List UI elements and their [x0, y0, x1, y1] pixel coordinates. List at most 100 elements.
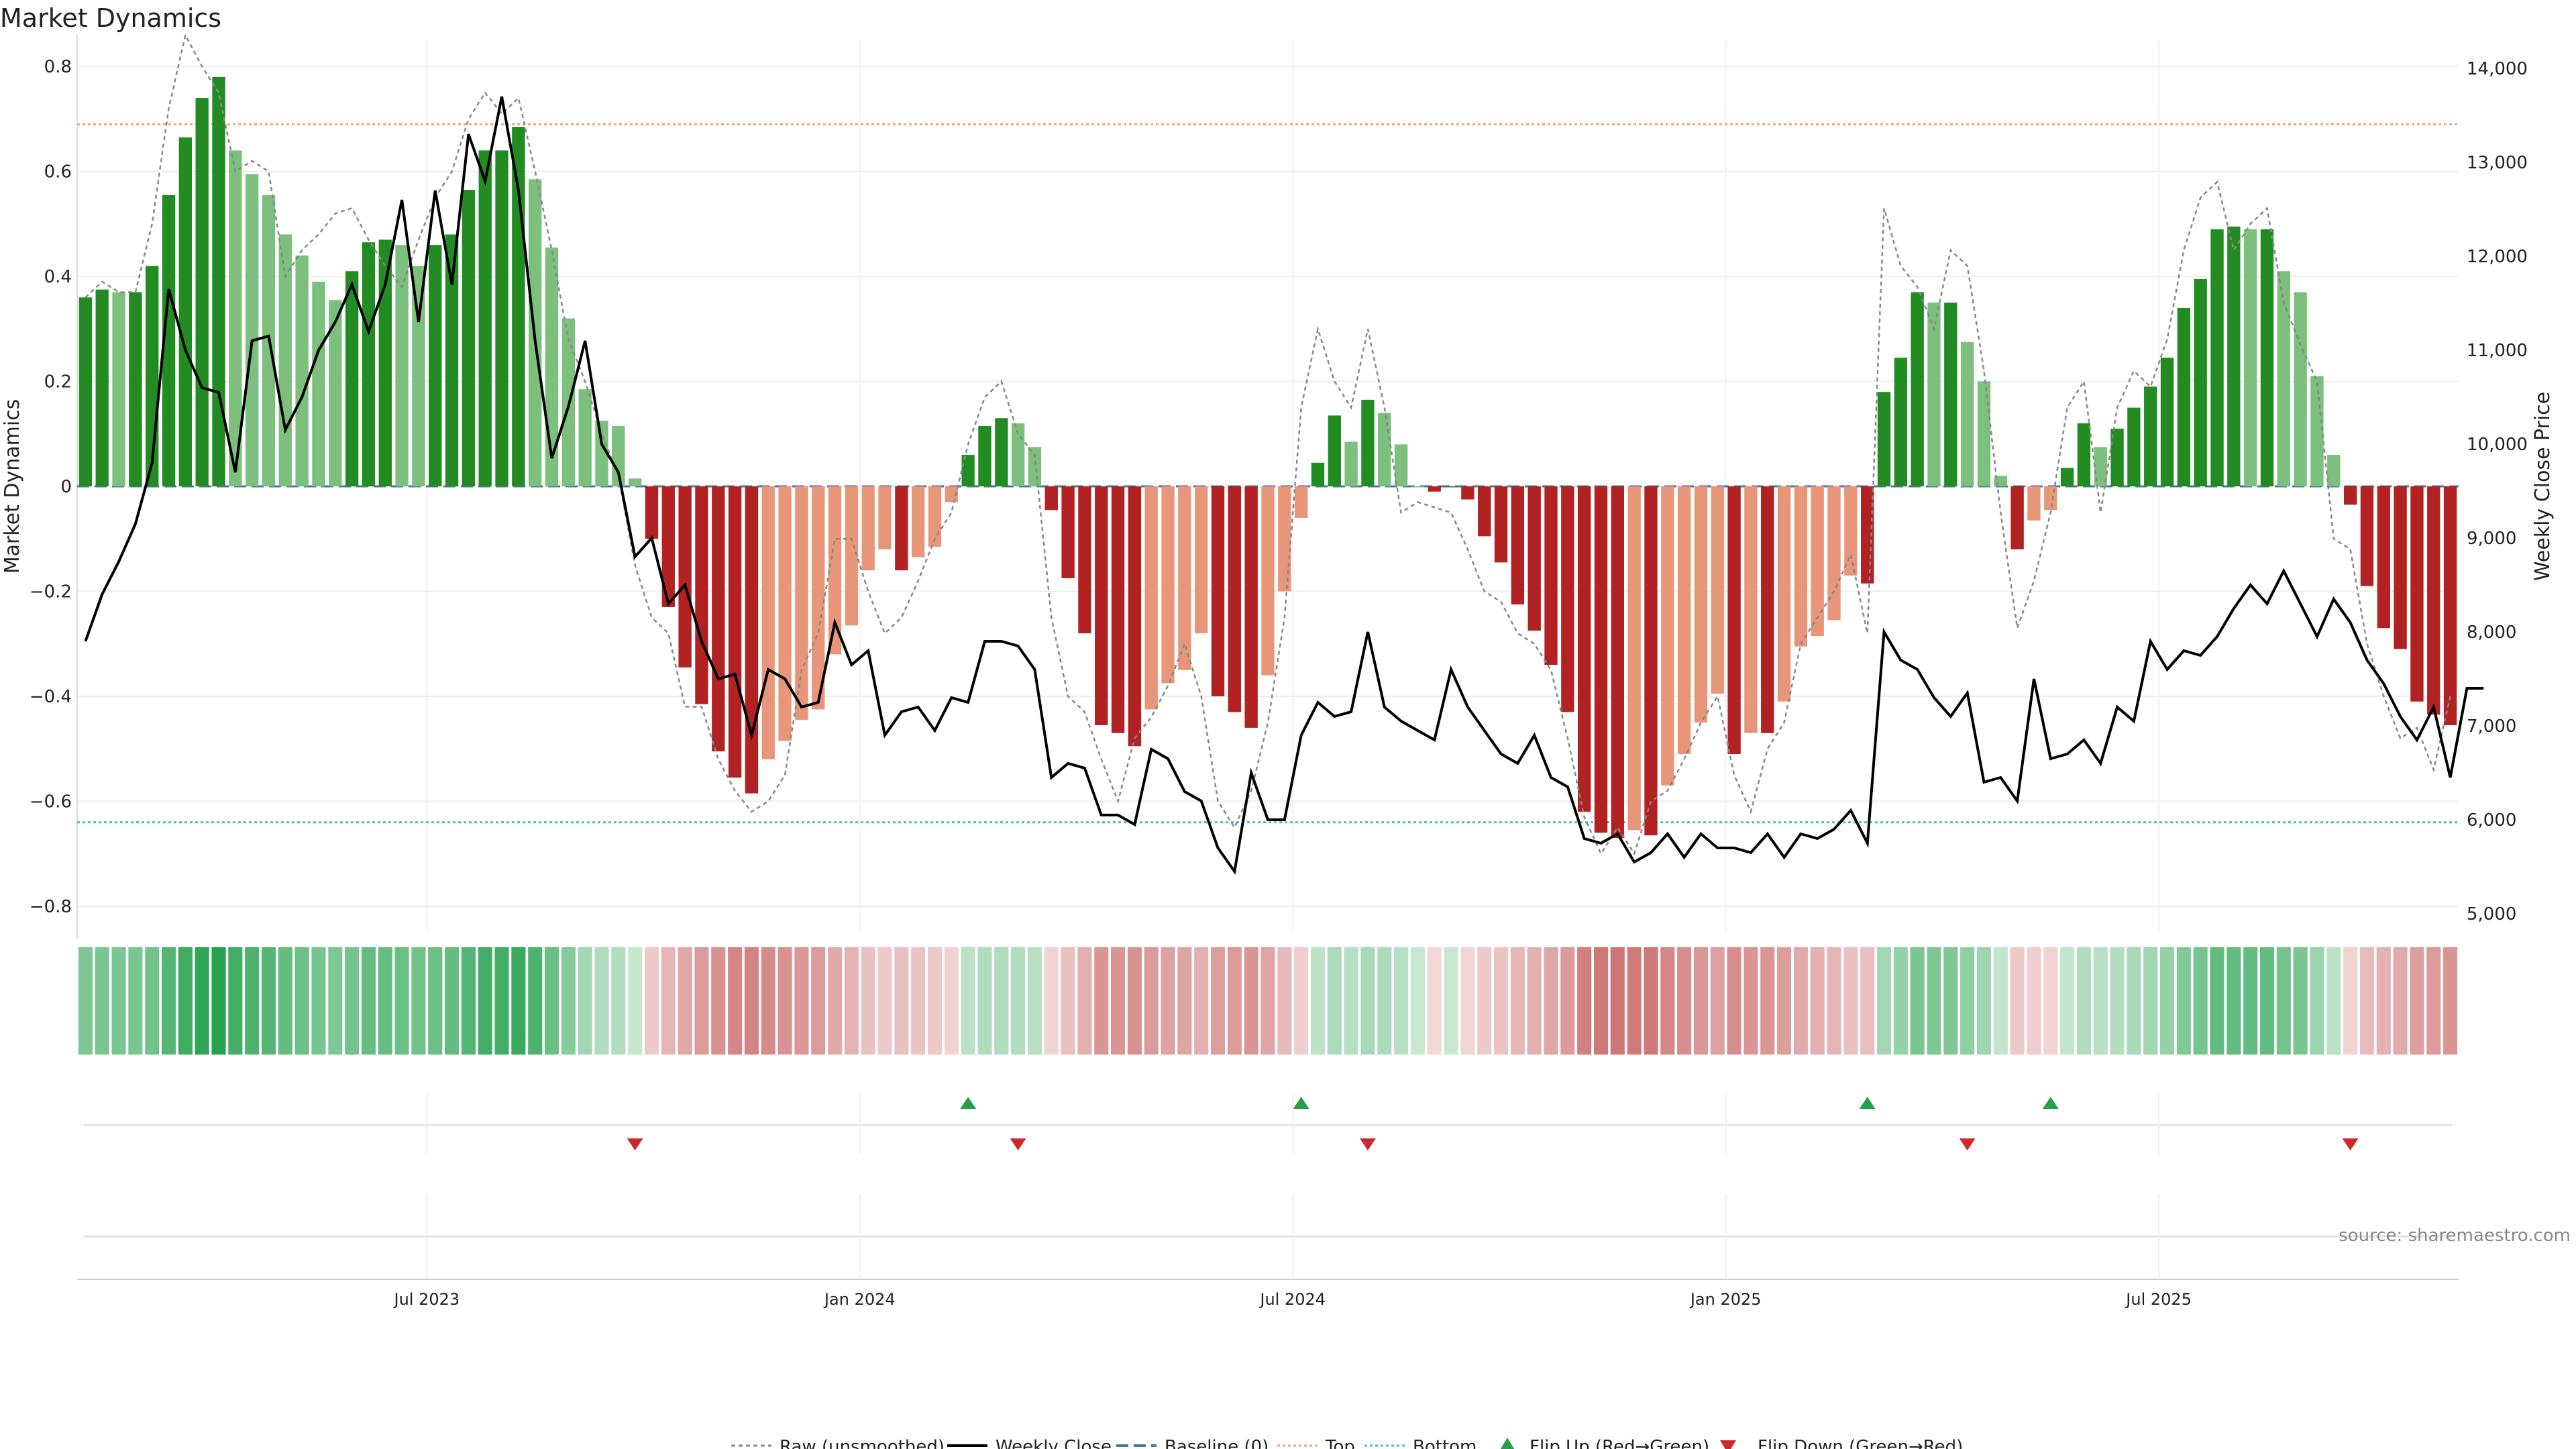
flip-up-marker [1293, 1097, 1309, 1109]
dynamics-bar [362, 242, 376, 486]
heatmap-cell [428, 947, 443, 1055]
dynamics-bar [2127, 407, 2141, 486]
heatmap-cell [994, 947, 1009, 1055]
heatmap-cell [544, 947, 559, 1055]
heatmap-cell [1494, 947, 1509, 1055]
heatmap-cell [228, 947, 243, 1055]
dynamics-bar [1461, 486, 1474, 500]
heatmap-cell [1976, 947, 1992, 1055]
heatmap-cell [2060, 947, 2075, 1055]
dynamics-bar [1694, 486, 1708, 723]
dynamics-bar [245, 174, 259, 486]
heatmap-cell [2243, 947, 2258, 1055]
dynamics-bar [1211, 486, 1225, 696]
flip-down-marker [2342, 1138, 2359, 1150]
x-axis-ticks: Jul 2023 Jan 2024 Jul 2024 Jan 2025 Jul 2025 [392, 1290, 2191, 1309]
heatmap-cell [1394, 947, 1409, 1055]
legend-flip-down-swatch [1720, 1440, 1736, 1449]
dynamics-bar [2443, 486, 2457, 725]
heatmap-cell [1876, 947, 1892, 1055]
dynamics-bar [1128, 486, 1142, 747]
dynamics-bar [1444, 486, 1458, 488]
heatmap-cell [1210, 947, 1226, 1055]
dynamics-bar [1911, 292, 1924, 486]
heatmap-cell [1161, 947, 1175, 1055]
heatmap-cell [361, 947, 376, 1055]
legend-top-label: Top [1325, 1437, 1355, 1449]
chart-title: Market Dynamics [0, 3, 221, 33]
x-tick-label: Jul 2024 [1258, 1290, 1326, 1309]
dynamics-bar [1727, 486, 1741, 754]
heatmap-cell [661, 947, 676, 1055]
flip-up-marker [960, 1097, 977, 1109]
heatmap-cell [1377, 947, 1392, 1055]
heatmap-cell [1310, 947, 1326, 1055]
heatmap-cell [2376, 947, 2391, 1055]
heatmap-cell [1344, 947, 1358, 1055]
heatmap-cell [2259, 947, 2275, 1055]
heatmap-cell [2326, 947, 2341, 1055]
heatmap-cell [1460, 947, 1475, 1055]
dynamics-bar [1278, 486, 1291, 592]
dynamics-bar [1644, 486, 1658, 836]
dynamics-bar [828, 486, 842, 655]
dynamics-bar [512, 127, 525, 486]
dynamics-bar [178, 137, 193, 486]
dynamics-bar [1361, 399, 1375, 486]
dynamics-bar [761, 486, 775, 759]
dynamics-bar [595, 421, 608, 486]
heatmap-cell [494, 947, 509, 1055]
dynamics-bar [1394, 444, 1408, 486]
weekly-close-line [84, 96, 2484, 875]
flip-up-marker [2042, 1097, 2059, 1109]
heatmap-cell [1094, 947, 1109, 1055]
heatmap-cell [1427, 947, 1442, 1055]
x-tick-label: Jan 2025 [1689, 1290, 1762, 1309]
heatmap-cell [927, 947, 943, 1055]
dynamics-bar [1811, 486, 1824, 636]
heatmap-cell [1560, 947, 1575, 1055]
heatmap-cell [1610, 947, 1625, 1055]
heatmap-cell [128, 947, 143, 1055]
heatmap-cell [1144, 947, 1159, 1055]
right-tick-label: 10,000 [2467, 435, 2528, 455]
heatmap-cell [311, 947, 326, 1055]
dynamics-bar [2427, 486, 2440, 715]
legend-baseline-label: Baseline (0) [1165, 1437, 1269, 1449]
legend-flip-up-swatch [1500, 1438, 1515, 1449]
legend-raw-label: Raw (unsmoothed) [780, 1437, 945, 1449]
heatmap-cell [1860, 947, 1875, 1055]
flip-down-marker [1359, 1138, 1376, 1150]
right-tick-label: 11,000 [2467, 341, 2528, 361]
heatmap-cell [1277, 947, 1292, 1055]
heatmap-cell [2343, 947, 2358, 1055]
heatmap-cell [1360, 947, 1375, 1055]
dynamics-bar [1561, 486, 1574, 712]
heatmap-cell [2210, 947, 2224, 1055]
heatmap-cell [2359, 947, 2375, 1055]
right-tick-label: 5,000 [2467, 904, 2516, 924]
heatmap-cell [1244, 947, 1258, 1055]
heatmap-cell [1227, 947, 1242, 1055]
dynamics-bar [628, 478, 642, 486]
dynamics-bar [1411, 486, 1425, 488]
heatmap-cell [2393, 947, 2408, 1055]
heatmap-cell [594, 947, 609, 1055]
dynamics-bar [2227, 226, 2241, 486]
heatmap-cell [478, 947, 492, 1055]
dynamics-bar [2410, 486, 2424, 702]
heatmap-cell [794, 947, 809, 1055]
heatmap-cell [1843, 947, 1858, 1055]
heatmap-cell [445, 947, 460, 1055]
right-tick-label: 13,000 [2467, 153, 2528, 173]
heatmap-cell [1777, 947, 1792, 1055]
heatmap-cell [378, 947, 392, 1055]
legend-weekly-close-label: Weekly Close [996, 1437, 1112, 1449]
dynamics-bar [2294, 292, 2307, 486]
dynamics-bar [1178, 486, 1191, 670]
dynamics-bar [2360, 486, 2374, 586]
dynamics-bar [1061, 486, 1075, 578]
dynamics-bar [995, 418, 1008, 486]
dynamics-bar [1611, 486, 1625, 839]
